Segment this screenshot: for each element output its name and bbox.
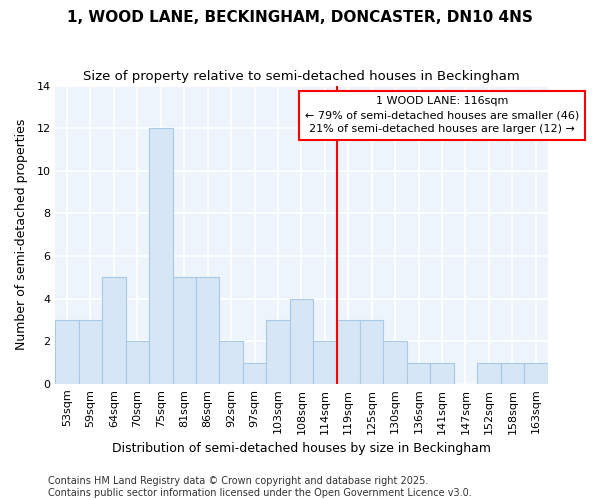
X-axis label: Distribution of semi-detached houses by size in Beckingham: Distribution of semi-detached houses by … (112, 442, 491, 455)
Bar (360, 320, 383, 384)
Text: 1 WOOD LANE: 116sqm
← 79% of semi-detached houses are smaller (46)
21% of semi-d: 1 WOOD LANE: 116sqm ← 79% of semi-detach… (305, 96, 579, 134)
Bar (266, 320, 290, 384)
Bar (313, 341, 337, 384)
Bar (430, 362, 454, 384)
Bar (524, 362, 548, 384)
Bar (383, 341, 407, 384)
Bar (102, 278, 125, 384)
Text: 1, WOOD LANE, BECKINGHAM, DONCASTER, DN10 4NS: 1, WOOD LANE, BECKINGHAM, DONCASTER, DN1… (67, 10, 533, 25)
Bar (196, 278, 220, 384)
Bar (500, 362, 524, 384)
Bar (243, 362, 266, 384)
Text: Contains HM Land Registry data © Crown copyright and database right 2025.
Contai: Contains HM Land Registry data © Crown c… (48, 476, 472, 498)
Bar (290, 298, 313, 384)
Bar (337, 320, 360, 384)
Bar (220, 341, 243, 384)
Bar (55, 320, 79, 384)
Bar (407, 362, 430, 384)
Bar (149, 128, 173, 384)
Title: Size of property relative to semi-detached houses in Beckingham: Size of property relative to semi-detach… (83, 70, 520, 83)
Bar (125, 341, 149, 384)
Bar (79, 320, 102, 384)
Bar (477, 362, 500, 384)
Y-axis label: Number of semi-detached properties: Number of semi-detached properties (15, 119, 28, 350)
Bar (173, 278, 196, 384)
